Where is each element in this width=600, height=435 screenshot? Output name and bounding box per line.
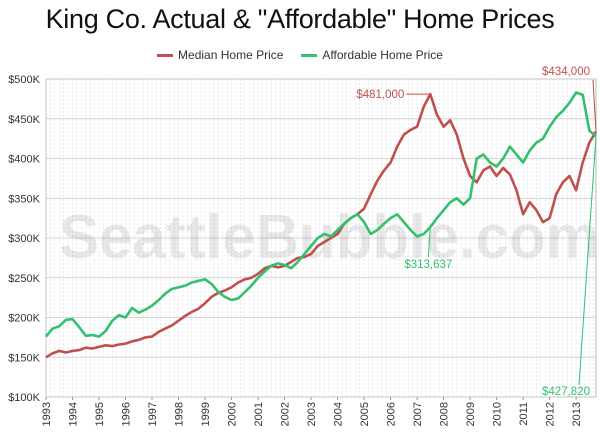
x-tick-label: 2002 (280, 402, 292, 426)
x-tick-label: 2003 (306, 402, 318, 426)
x-tick-label: 1993 (41, 402, 53, 426)
series-line-affordable-home-price (44, 91, 597, 338)
y-tick-label: $350K (8, 193, 40, 205)
x-tick-label: 2004 (333, 402, 345, 426)
legend-label-median: Median Home Price (178, 48, 284, 62)
y-tick-label: $400K (8, 154, 40, 166)
annotation-label: $313,637 (404, 259, 452, 271)
x-tick-label: 1995 (94, 402, 106, 426)
x-tick-label: 1994 (68, 402, 80, 426)
legend-item-median: Median Home Price (157, 48, 283, 62)
y-tick-label: $200K (8, 313, 40, 325)
y-tick-label: $100K (8, 392, 40, 404)
y-tick-label: $500K (8, 74, 40, 86)
x-tick-label: 2013 (571, 402, 583, 426)
watermark-text: SeattleBubble.com (59, 203, 599, 272)
x-tick-label: 2008 (439, 402, 451, 426)
y-tick-label: $150K (8, 352, 40, 364)
x-tick-label: 1997 (147, 402, 159, 426)
chart-title: King Co. Actual & "Affordable" Home Pric… (45, 4, 555, 34)
x-tick-label: 1996 (121, 402, 133, 426)
x-tick-label: 2001 (253, 402, 265, 426)
x-tick-label: 2000 (227, 402, 239, 426)
legend-swatch-affordable (301, 53, 318, 57)
y-tick-label: $250K (8, 273, 40, 285)
annotation-label: $427,820 (542, 386, 590, 398)
annotation-leader-line (427, 227, 431, 258)
x-tick-label: 2006 (386, 402, 398, 426)
x-tick-label: 2009 (465, 402, 477, 426)
legend-item-affordable: Affordable Home Price (301, 48, 443, 62)
x-tick-label: 2011 (518, 402, 530, 426)
legend-swatch-median (157, 53, 174, 57)
x-tick-label: 2012 (545, 402, 557, 426)
chart-legend: Median Home Price Affordable Home Price (0, 48, 600, 62)
annotation-leader-line (592, 79, 597, 132)
annotation-leader-line (578, 136, 597, 386)
x-tick-label: 1998 (174, 402, 186, 426)
x-tick-label: 2007 (412, 402, 424, 426)
x-tick-label: 2005 (359, 402, 371, 426)
x-tick-label: 1999 (200, 402, 212, 426)
y-tick-label: $300K (8, 233, 40, 245)
x-tick-label: 2010 (492, 402, 504, 426)
annotation-label: $481,000 (356, 89, 404, 101)
series-line-median-home-price (45, 92, 598, 359)
annotation-label: $434,000 (542, 66, 590, 78)
legend-label-affordable: Affordable Home Price (322, 48, 443, 62)
y-tick-label: $450K (8, 114, 40, 126)
